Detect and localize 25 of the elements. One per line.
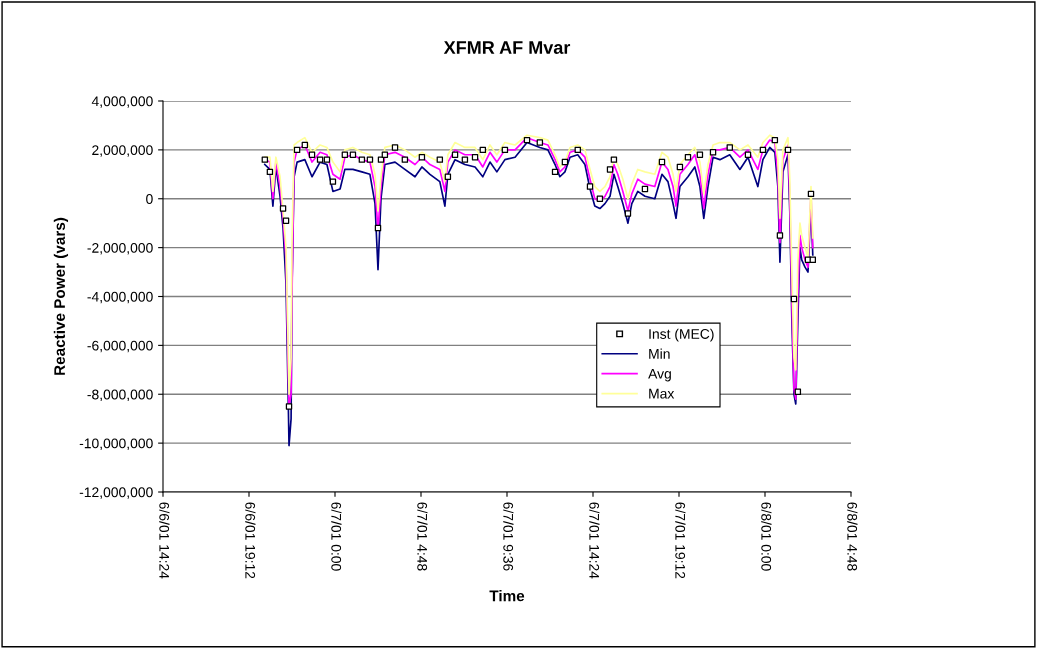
y-axis-title: Reactive Power (vars) [53,217,69,375]
y-tick-label: -8,000,000 [87,389,153,402]
y-tick-label: -4,000,000 [87,291,153,304]
y-tick-label: -6,000,000 [87,340,153,353]
y-tick-label: 0 [146,194,153,204]
legend-label: Max [649,388,675,399]
y-tick-label: 4,000,000 [91,96,153,108]
x-tick-label: 6/6/01 19:12 [245,502,256,579]
legend-label: Min [649,348,670,359]
chart-title: XFMR AF Mvar [443,41,571,54]
legend-label: Avg [648,368,671,382]
legend-label: Inst (MEC) [649,328,714,342]
x-tick-label: 6/7/01 0:00 [331,502,342,571]
y-tick-label: -10,000,000 [79,438,153,450]
x-tick-label: 6/8/01 0:00 [761,502,772,571]
y-tick-label: -2,000,000 [87,242,153,255]
x-tick-label: 6/7/01 9:36 [503,502,514,571]
x-tick-label: 6/7/01 19:12 [675,502,686,579]
x-tick-label: 6/8/01 4:48 [847,502,858,571]
x-tick-label: 6/6/01 14:24 [159,502,170,579]
y-tick-label: -12,000,000 [79,487,153,499]
x-tick-label: 6/7/01 14:24 [589,502,600,579]
x-axis-title: Time [489,590,525,602]
y-tick-label: 2,000,000 [92,145,153,157]
x-tick-label: 6/7/01 4:48 [417,502,428,571]
